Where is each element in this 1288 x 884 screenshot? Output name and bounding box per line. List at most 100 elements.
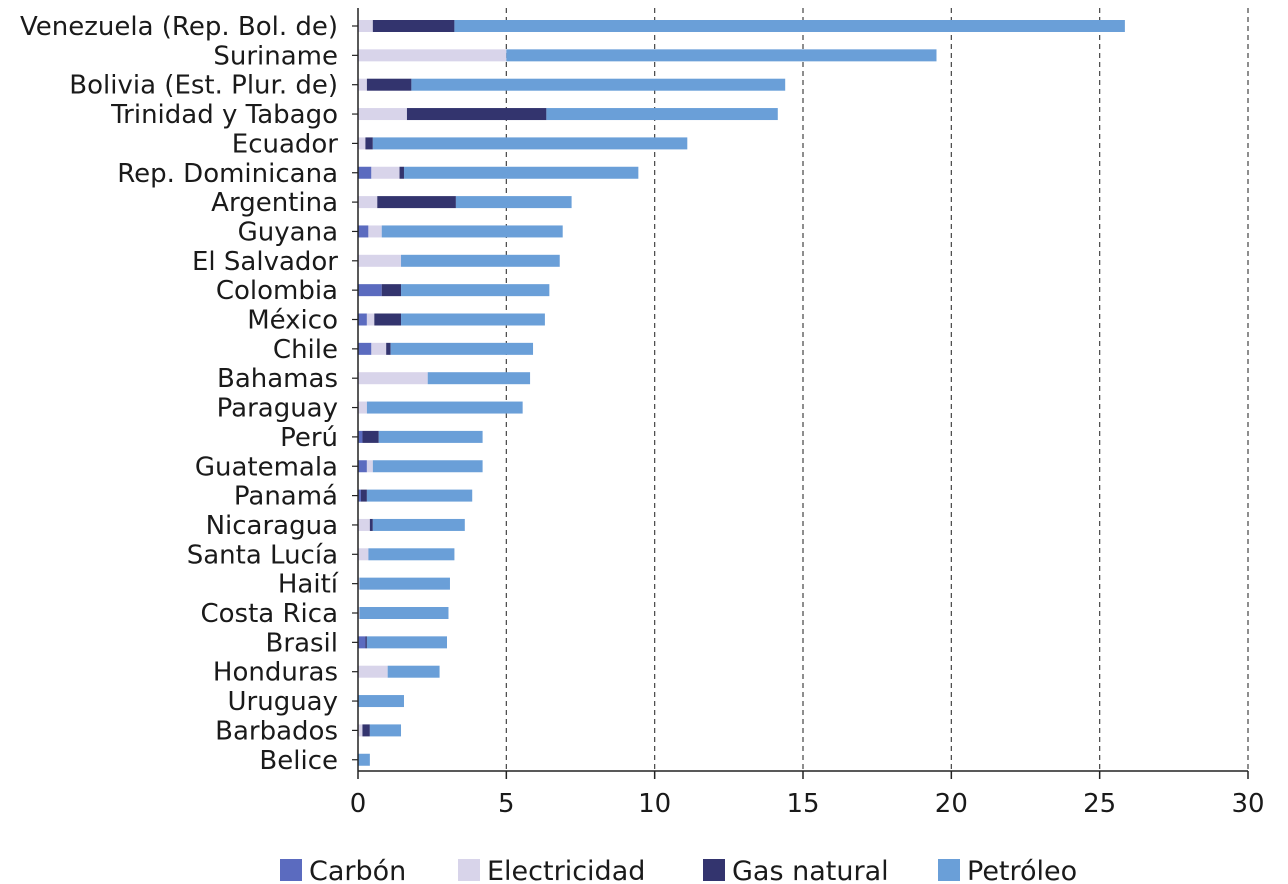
bar-petroleo-guatemala: [372, 460, 483, 473]
bar-gas-natural-barbados: [362, 724, 370, 737]
bar-petroleo-bolivia-est-plur-de: [411, 78, 786, 91]
category-label: Guatemala: [195, 452, 338, 482]
legend-label-carbon: Carbón: [309, 856, 406, 884]
bar-petroleo-barbados: [369, 724, 402, 737]
category-label: Barbados: [215, 716, 338, 746]
bar-petroleo-trinidad-y-tabago: [546, 108, 778, 121]
category-label: El Salvador: [192, 247, 338, 277]
bar-gas-natural-venezuela-rep-bol-de: [372, 20, 455, 32]
category-label: Trinidad y Tabago: [110, 100, 338, 130]
bar-petroleo-nicaragua: [372, 518, 465, 531]
bar-gas-natural-peru: [362, 430, 379, 443]
bar-gas-natural-bolivia-est-plur-de: [366, 78, 412, 91]
bar-carbon-panama: [358, 489, 361, 502]
bar-gas-natural-ecuador: [365, 137, 373, 150]
axes: [352, 8, 1249, 779]
bar-petroleo-uruguay: [358, 695, 404, 708]
bar-carbon-peru: [358, 430, 363, 443]
bar-electricidad-guyana: [368, 225, 382, 238]
category-label: Chile: [273, 335, 338, 365]
bar-carbon-brasil: [358, 636, 366, 649]
category-label: Guyana: [238, 217, 338, 247]
bar-petroleo-guyana: [381, 225, 563, 238]
category-label: Panamá: [234, 482, 338, 512]
category-label: Suriname: [213, 41, 338, 71]
bar-gas-natural-nicaragua: [369, 518, 373, 531]
bar-petroleo-venezuela-rep-bol-de: [454, 20, 1125, 32]
x-tick-label: 5: [498, 789, 515, 819]
bar-electricidad-honduras: [358, 665, 388, 678]
legend-swatch-carbon: [280, 859, 302, 881]
category-label: Rep. Dominicana: [117, 159, 338, 189]
x-tick-label: 30: [1231, 789, 1264, 819]
category-label: Belice: [259, 746, 338, 776]
bar-petroleo-bahamas: [427, 372, 531, 385]
bar-electricidad-trinidad-y-tabago: [358, 108, 407, 121]
bar-petroleo-chile: [390, 342, 534, 355]
legend-swatch-electricidad: [458, 859, 480, 881]
bar-petroleo-santa-lucia: [368, 548, 455, 561]
category-label: Brasil: [266, 628, 338, 658]
bar-electricidad-bahamas: [358, 372, 428, 385]
bar-gas-natural-trinidad-y-tabago: [406, 108, 547, 121]
category-label: Bolivia (Est. Plur. de): [69, 71, 338, 101]
legend-label-gas-natural: Gas natural: [732, 856, 889, 884]
bar-electricidad-ecuador: [358, 137, 366, 150]
bar-electricidad-chile: [371, 342, 387, 355]
category-label: México: [247, 306, 338, 336]
bar-petroleo-belice: [358, 753, 370, 766]
x-tick-label: 15: [786, 789, 819, 819]
bar-electricidad-venezuela-rep-bol-de: [358, 20, 373, 32]
bar-petroleo-el-salvador: [401, 254, 560, 267]
category-label: Honduras: [213, 658, 338, 688]
category-label: Argentina: [211, 188, 338, 218]
bar-electricidad-santa-lucia: [358, 548, 369, 561]
x-tick-label: 20: [935, 789, 968, 819]
category-label: Bahamas: [217, 364, 338, 394]
bar-electricidad-mexico: [366, 313, 375, 326]
category-label: Venezuela (Rep. Bol. de): [20, 12, 338, 42]
bar-petroleo-rep-dominicana: [403, 166, 639, 179]
bar-electricidad-bolivia-est-plur-de: [358, 78, 367, 91]
bar-gas-natural-brasil: [365, 636, 367, 649]
bar-electricidad-nicaragua: [358, 518, 370, 531]
bar-gas-natural-chile: [386, 342, 391, 355]
bar-petroleo-mexico: [401, 313, 545, 326]
bar-gas-natural-colombia: [381, 284, 402, 297]
bar-petroleo-argentina: [455, 196, 572, 209]
bar-electricidad-suriname: [358, 49, 507, 62]
category-label: Paraguay: [217, 394, 338, 424]
bar-electricidad-barbados: [358, 724, 363, 737]
bar-electricidad-paraguay: [358, 401, 367, 414]
legend-swatch-gas-natural: [703, 859, 725, 881]
bar-petroleo-colombia: [401, 284, 550, 297]
bar-petroleo-costa-rica: [359, 607, 449, 619]
legend: Carbón Electricidad Gas natural Petróleo: [280, 856, 1077, 884]
bar-petroleo-peru: [378, 430, 483, 443]
bar-gas-natural-panama: [360, 489, 367, 502]
bar-petroleo-panama: [366, 489, 473, 502]
grid-lines: [505, 8, 1249, 771]
category-labels: Venezuela (Rep. Bol. de)SurinameBolivia …: [20, 12, 339, 776]
bar-gas-natural-mexico: [374, 313, 402, 326]
x-tick-labels: 0 5 10 15 20 25 30: [350, 789, 1265, 819]
bars: [358, 20, 1125, 766]
bar-gas-natural-argentina: [377, 196, 456, 209]
category-label: Costa Rica: [200, 599, 338, 629]
bar-carbon-rep-dominicana: [358, 166, 372, 179]
bar-petroleo-haiti: [359, 577, 450, 590]
bar-petroleo-paraguay: [366, 401, 523, 414]
x-tick-label: 25: [1083, 789, 1116, 819]
category-label: Santa Lucía: [187, 540, 338, 570]
bar-petroleo-suriname: [506, 49, 937, 62]
x-tick-label: 10: [638, 789, 671, 819]
bar-carbon-guyana: [358, 225, 369, 238]
bar-electricidad-argentina: [358, 196, 378, 209]
bar-petroleo-ecuador: [372, 137, 688, 150]
bar-electricidad-rep-dominicana: [371, 166, 400, 179]
bar-carbon-colombia: [358, 284, 382, 297]
bar-electricidad-guatemala: [366, 460, 373, 473]
category-label: Ecuador: [232, 129, 339, 159]
category-label: Perú: [280, 423, 338, 453]
